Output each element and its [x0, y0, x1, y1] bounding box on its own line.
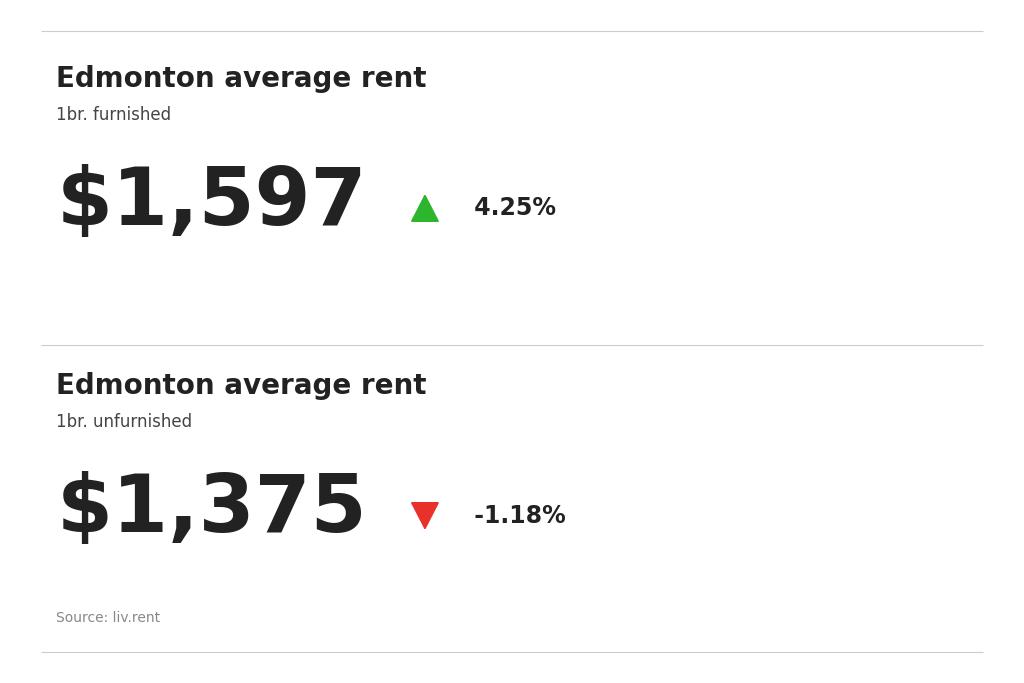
Text: 1br. unfurnished: 1br. unfurnished: [56, 413, 193, 431]
Text: $1,375: $1,375: [56, 471, 367, 549]
Text: -1.18%: -1.18%: [466, 503, 565, 528]
Text: Edmonton average rent: Edmonton average rent: [56, 65, 427, 93]
Text: Source: liv.rent: Source: liv.rent: [56, 611, 161, 625]
Polygon shape: [412, 195, 438, 221]
Text: Edmonton average rent: Edmonton average rent: [56, 372, 427, 400]
Polygon shape: [412, 503, 438, 529]
Text: 4.25%: 4.25%: [466, 196, 556, 221]
Text: $1,597: $1,597: [56, 164, 367, 242]
Text: 1br. furnished: 1br. furnished: [56, 106, 171, 124]
